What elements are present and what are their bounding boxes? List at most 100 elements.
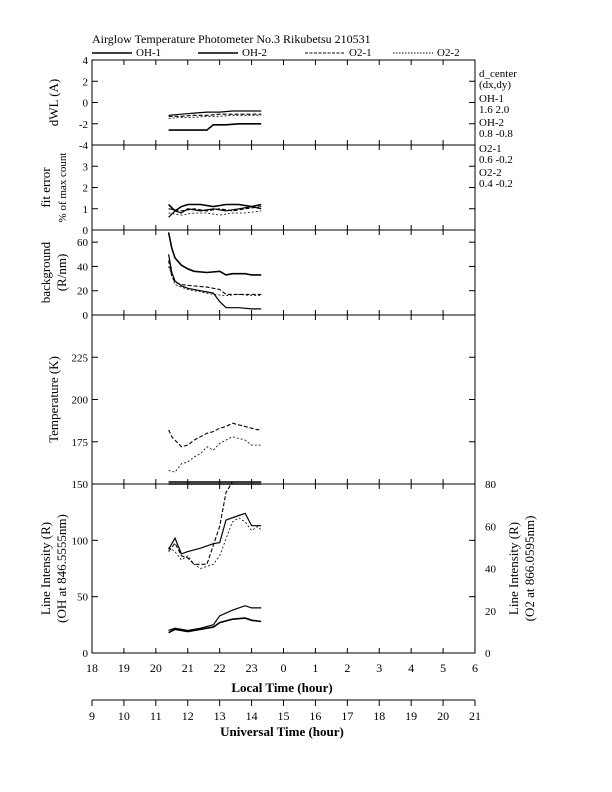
y-tick-label: 60 [77,237,89,249]
local-time-tick-label: 20 [150,661,162,675]
local-time-tick-label: 0 [281,661,287,675]
ut-tick-label: 14 [246,709,258,723]
series-oh-1 [168,123,262,131]
panel-frame [91,483,476,654]
right-y-tick-label: 0 [485,648,491,660]
y-tick-label: 0 [83,98,89,110]
series-o2-2 [168,266,262,297]
legend-label-oh-2: OH-2 [242,47,267,59]
y-axis-label-2: % of max count [57,153,69,223]
note-name: O2-1 [479,143,502,155]
series-oh-1 [167,232,262,276]
figure-title: Airglow Temperature Photometer No.3 Riku… [92,32,371,46]
note-name: O2-2 [479,167,502,179]
ut-tick-label: 16 [309,709,321,723]
series-o2-2 [168,114,262,119]
y-tick-label: 100 [72,535,89,547]
local-time-tick-label: 21 [182,661,194,675]
local-time-tick-label: 19 [118,661,130,675]
right-y-tick-label: 80 [485,479,497,491]
ut-tick-label: 19 [405,709,417,723]
y-axis-label: Temperature (K) [46,356,61,443]
note-subheader: (dx,dy) [479,79,511,91]
note-values: 1.6 2.0 [479,104,510,116]
legend-label-oh-1: OH-1 [136,47,161,59]
local-time-tick-label: 5 [440,661,446,675]
note-header: d_center [479,68,517,80]
y-axis-label-2: (OH at 846.5555nm) [54,514,69,623]
y-tick-label: 40 [77,261,89,273]
series-o2-1 [168,481,262,565]
y-tick-label: -2 [79,119,88,131]
panel-fit_error: 3 2 1 0 fit error % of max count [38,144,476,237]
right-y-tick-label: 20 [485,606,497,618]
ut-tick-label: 20 [437,709,449,723]
panels: 4 20 -2 -4 dWL (A) 3 2 1 0 fit error % of max coun… [38,55,537,660]
ut-tick-label: 21 [469,709,481,723]
local-time-tick-label: 2 [344,661,350,675]
local-time-tick-label: 22 [214,661,226,675]
ut-tick-label: 11 [150,709,162,723]
ut-tick-label: 13 [214,709,226,723]
y-tick-label: 0 [83,225,89,237]
series-o2-2 [168,517,262,569]
legend-label-o2-2: O2-2 [437,47,460,59]
panel-dwl: 4 2 0 -2 -4 dWL (A) [46,55,476,152]
y-tick-label: 0 [83,310,89,322]
y-axis-label: fit error [38,167,53,208]
panel-frame [91,314,476,485]
side-notes: d_center(dx,dy) OH-11.6 2.0OH-20.8 -0.8 O2… [479,68,517,190]
series-oh-1 [168,203,262,212]
y-tick-label: 150 [72,479,89,491]
ut-tick-label: 9 [89,709,95,723]
series-o2-1 [168,206,262,212]
y-tick-label: 20 [77,286,89,298]
local-time-tick-label: 1 [312,661,318,675]
local-time-tick-label: 4 [408,661,414,675]
panel-frame [91,59,476,146]
ut-tick-label: 10 [118,709,130,723]
local-time-tick-label: 18 [86,661,98,675]
ut-tick-label: 12 [182,709,194,723]
series-o2-1 [168,422,262,448]
y-tick-label: 50 [77,592,89,604]
panel-frame [91,144,476,231]
y-tick-label: 2 [83,76,89,88]
note-values: 0.6 -0.2 [479,154,513,166]
series-o2-2 [168,210,262,216]
series-oh-2 [168,254,262,310]
local-time-label: Local Time (hour) [231,680,332,695]
local-time-tick-label: 3 [376,661,382,675]
series-oh-2 [168,110,262,116]
panel-frame [91,229,476,316]
ut-tick-label: 18 [373,709,385,723]
note-name: OH-2 [479,117,504,129]
local-time-tick-label: 23 [246,661,258,675]
legend-label-o2-1: O2-1 [349,47,372,59]
y-axis-label-2: (R/nm) [54,254,69,292]
note-values: 0.8 -0.8 [479,128,513,140]
y-tick-label: 200 [72,395,89,407]
series-oh-2 [168,512,262,555]
y-tick-label: -4 [79,140,89,152]
y-tick-label: 3 [83,161,89,173]
series-o2-low [168,605,262,632]
ut-tick-label: 15 [278,709,290,723]
series-oh-1-low [168,617,262,634]
y-tick-label: 0 [83,648,89,660]
y-axis-label: dWL (A) [46,79,61,127]
x-axes: 18 19 20 21 22 23 0 1 2 3 4 5 69 10 11 12 13 14 15 16 17 18 19… [86,661,481,723]
y-tick-label: 4 [83,55,89,67]
y-tick-label: 1 [83,204,89,216]
series-oh-2 [168,205,262,218]
y-tick-label: 225 [72,352,89,364]
note-name: OH-1 [479,93,504,105]
right-y-tick-label: 40 [485,564,497,576]
universal-time-label: Universal Time (hour) [220,724,344,739]
y-axis-label: background [38,241,53,303]
right-y-tick-label: 60 [485,521,497,533]
right-y-axis-label-2: (O2 at 866.0595nm) [522,516,537,622]
note-values: 0.4 -0.2 [479,178,513,190]
